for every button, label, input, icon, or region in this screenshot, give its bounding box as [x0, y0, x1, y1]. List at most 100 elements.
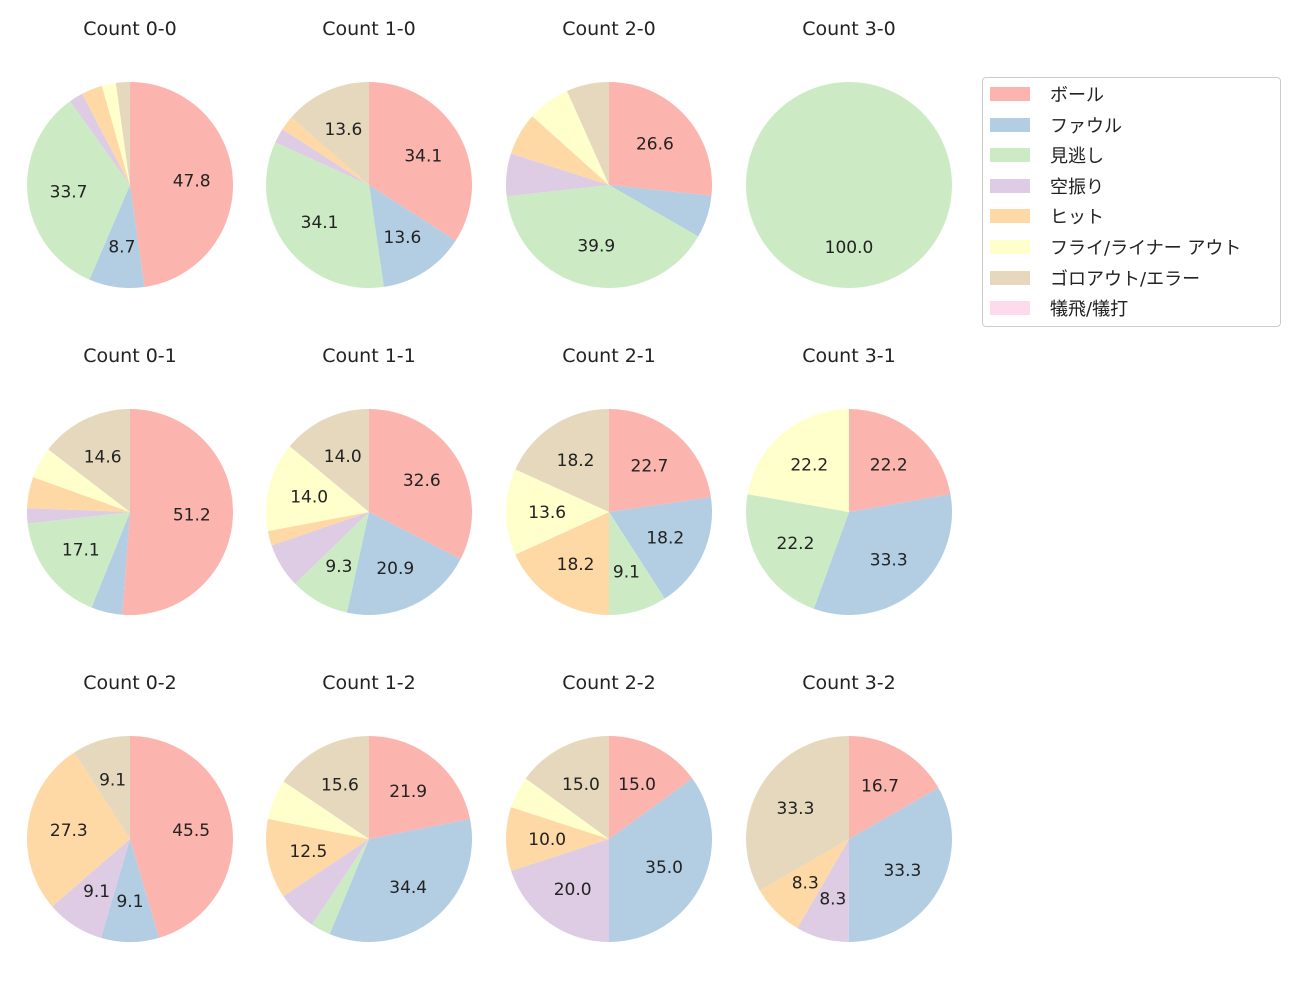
pie-slice [848, 787, 952, 943]
slice-label: 18.2 [646, 529, 684, 549]
pie-slice [266, 818, 369, 897]
legend: ボール ファウル 見逃し 空振り ヒット フライ/ライナー アウト ゴロアウト/エラー 犠飛/… [982, 77, 1281, 327]
pie-slice [82, 85, 130, 185]
pie-title: Count 0-0 [83, 18, 177, 40]
pie-slice [506, 807, 609, 871]
pie-slice [609, 497, 712, 599]
pie-slice [609, 512, 665, 615]
pie-slice [26, 752, 130, 907]
slice-label: 22.2 [777, 534, 815, 554]
legend-swatch [990, 270, 1030, 285]
pie-chart: Count 2-1 22.7 18.2 9.1 18.2 13.6 18.2 [506, 345, 712, 615]
slice-label: 13.6 [528, 503, 566, 523]
slice-label: 34.1 [404, 146, 442, 166]
pie-slice [130, 736, 233, 938]
pie-title: Count 1-2 [322, 672, 416, 694]
legend-label: ボール [1050, 85, 1104, 106]
legend-item: ヒット [990, 204, 1104, 228]
pie-slice [52, 839, 131, 938]
slice-label: 34.4 [389, 878, 427, 898]
pie-slice [849, 409, 951, 512]
pie-chart: Count 1-1 32.6 20.9 9.3 14.0 14.0 [266, 345, 472, 615]
pie-slice [329, 818, 472, 943]
legend-label: ヒット [1050, 207, 1104, 229]
pie-slice [27, 508, 131, 524]
slice-label: 26.6 [636, 135, 674, 155]
slice-label: 20.9 [376, 559, 414, 579]
pie-title: Count 0-2 [83, 672, 177, 694]
pie-slice [289, 409, 369, 512]
slice-label: 18.2 [557, 451, 595, 471]
pie-slice [89, 185, 145, 288]
legend-item: 空振り [990, 174, 1104, 198]
slice-label: 33.3 [870, 550, 908, 570]
slice-label: 9.1 [613, 562, 640, 582]
slice-label: 34.1 [301, 213, 339, 233]
slice-label: 47.8 [173, 172, 211, 192]
pie-chart: Count 0-0 47.8 8.7 33.7 [26, 18, 233, 288]
legend-label: 見逃し [1050, 146, 1104, 168]
pie-slice [511, 778, 609, 839]
pie-slice [275, 129, 369, 185]
pie-slice [609, 736, 693, 839]
slice-label: 8.7 [108, 237, 135, 257]
slice-label: 15.0 [562, 775, 600, 795]
legend-swatch [990, 209, 1030, 224]
slice-label: 22.2 [870, 456, 908, 476]
legend-item: 見逃し [990, 143, 1104, 167]
legend-swatch [990, 117, 1030, 132]
pie-slice [797, 839, 849, 942]
slice-label: 10.0 [528, 830, 566, 850]
pie-slice [283, 736, 369, 839]
slice-label: 32.6 [403, 471, 441, 491]
pie-slice [525, 736, 609, 839]
slice-label: 9.1 [83, 882, 110, 902]
pie-slice [746, 494, 849, 609]
pie-slice [33, 449, 130, 512]
legend-label: ゴロアウト/エラー [1050, 268, 1201, 290]
slice-label: 39.9 [577, 236, 615, 256]
slice-label: 22.2 [790, 456, 828, 476]
pie-slice [271, 512, 369, 584]
pie-slice [282, 117, 369, 185]
pie-slice [532, 90, 609, 185]
pie-slice [267, 512, 369, 546]
pie-slice [515, 512, 609, 615]
pie-slice [510, 116, 609, 185]
pie-slice [609, 82, 712, 196]
pie-slice [746, 82, 952, 288]
pie-chart: Count 0-2 45.5 9.1 9.1 27.3 9.1 [26, 672, 233, 942]
pie-chart: Count 2-0 26.6 39.9 [506, 18, 712, 289]
slice-label: 33.3 [883, 861, 921, 881]
pie-title: Count 1-0 [322, 18, 416, 40]
slice-label: 8.3 [819, 890, 846, 910]
pie-chart: Count 2-2 15.0 35.0 20.0 10.0 15.0 [506, 672, 712, 942]
pie-slice [609, 778, 712, 942]
pie-slice [295, 512, 369, 613]
slice-label: 15.0 [618, 775, 656, 795]
pie-slice [91, 512, 130, 615]
legend-item: フライ/ライナー アウト [990, 235, 1241, 259]
slice-label: 14.0 [324, 447, 362, 467]
pie-slice [609, 409, 711, 512]
pie-title: Count 2-2 [562, 672, 656, 694]
legend-label: フライ/ライナー アウト [1050, 238, 1242, 259]
legend-swatch [990, 301, 1030, 316]
slice-label: 12.5 [289, 842, 327, 862]
slice-label: 14.6 [84, 448, 122, 468]
slice-label: 9.3 [325, 557, 352, 577]
pie-slice [27, 477, 131, 512]
slice-label: 35.0 [645, 858, 683, 878]
pie-slice [130, 82, 233, 287]
slice-label: 18.2 [557, 555, 595, 575]
legend-item: ファウル [990, 113, 1122, 137]
pie-slice [849, 736, 939, 839]
pie-slice [369, 185, 456, 287]
slice-label: 8.3 [792, 874, 819, 894]
pie-slice [27, 512, 130, 608]
pie-slice [369, 82, 472, 241]
pie-slice [48, 409, 130, 512]
slice-label: 14.0 [290, 488, 328, 508]
slice-label: 13.6 [384, 228, 422, 248]
